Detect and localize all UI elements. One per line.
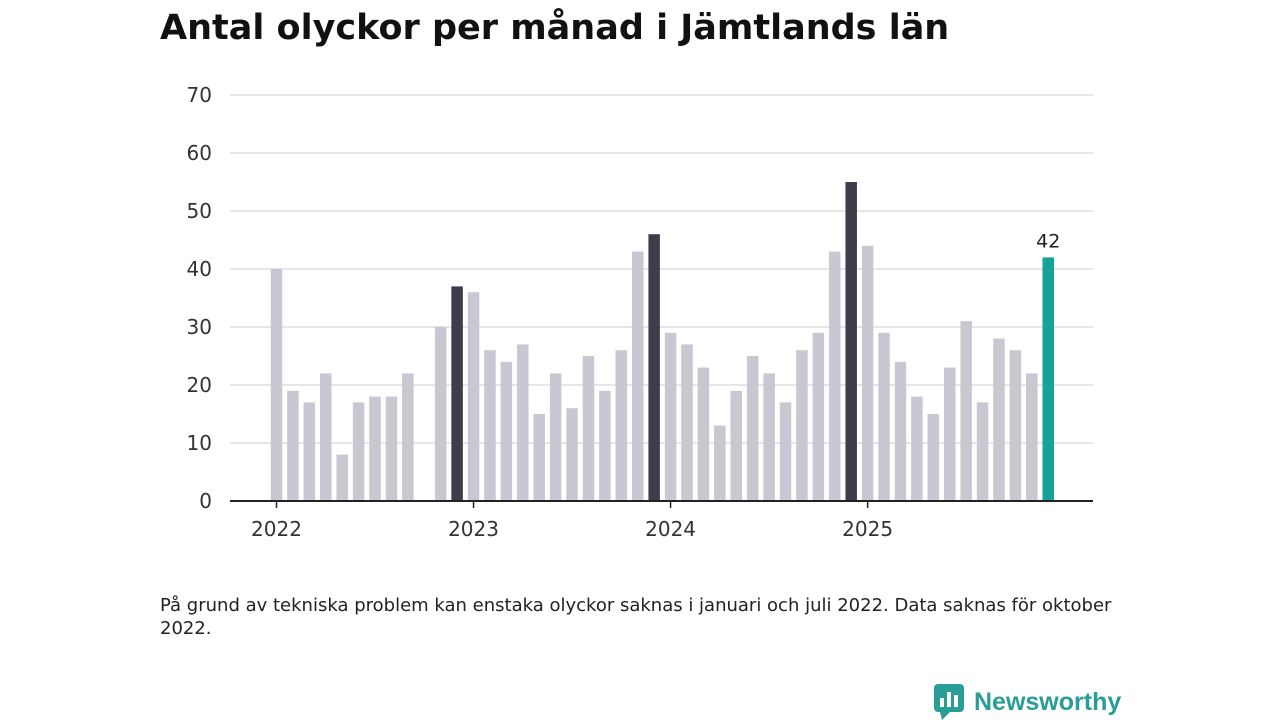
bar-2022-04 [320, 373, 332, 501]
newsworthy-logo-icon [934, 684, 964, 720]
bar-2025-06 [943, 367, 956, 501]
bar-2022-02 [287, 390, 299, 501]
bar-2024-09 [796, 350, 808, 501]
bar-2025-02 [878, 332, 890, 501]
bar-2022-12 [451, 286, 463, 501]
bar-2023-08 [582, 356, 595, 501]
bar-2024-07 [763, 373, 775, 501]
bar-2025-09 [993, 338, 1005, 501]
chart-footnote: På grund av tekniska problem kan enstaka… [160, 595, 1112, 639]
bar-2023-03 [500, 361, 513, 501]
brand-name: Newsworthy [974, 687, 1122, 716]
y-tick-label-60: 60 [187, 141, 212, 165]
bar-2025-10 [1009, 350, 1022, 501]
x-tick-label-2023: 2023 [448, 517, 499, 541]
bar-2024-11 [829, 251, 841, 501]
bar-2023-01 [467, 292, 480, 501]
data-label-2025-12: 42 [1036, 230, 1060, 252]
y-tick-label-70: 70 [187, 83, 212, 107]
bar-2022-08 [385, 396, 398, 501]
bar-2024-08 [779, 402, 792, 501]
bar-2025-11 [1026, 373, 1038, 501]
bar-2023-10 [615, 350, 628, 501]
x-tick-label-2022: 2022 [251, 517, 302, 541]
bar-2023-11 [631, 251, 644, 501]
bar-2022-03 [303, 402, 316, 501]
bar-2023-07 [566, 408, 578, 501]
bar-2025-07 [960, 321, 972, 501]
bar-2023-09 [599, 390, 611, 501]
x-tick-label-2024: 2024 [645, 517, 696, 541]
bar-2022-09 [402, 373, 414, 501]
bar-2024-02 [681, 344, 693, 501]
y-tick-label-40: 40 [187, 257, 212, 281]
bar-2024-10 [812, 332, 825, 501]
bar-2022-05 [336, 454, 348, 501]
y-tick-label-30: 30 [187, 315, 212, 339]
bar-2022-11 [434, 327, 447, 501]
bar-2023-04 [517, 344, 529, 501]
bar-2022-06 [352, 402, 365, 501]
y-tick-label-10: 10 [187, 431, 212, 455]
y-tick-label-50: 50 [187, 199, 212, 223]
bar-2025-08 [976, 402, 989, 501]
bar-2024-01 [664, 332, 677, 501]
chart-title: Antal olyckor per månad i Jämtlands län [160, 8, 950, 48]
bar-2022-01 [270, 269, 283, 501]
bar-2023-12 [648, 234, 660, 501]
bar-2025-01 [861, 245, 874, 501]
brand-logo: Newsworthy [934, 684, 1121, 720]
bar-2025-03 [894, 361, 907, 501]
x-tick-label-2025: 2025 [842, 517, 893, 541]
bar-2023-02 [484, 350, 496, 501]
bar-2023-05 [533, 414, 545, 501]
y-tick-label-20: 20 [187, 373, 212, 397]
bar-2025-04 [911, 396, 923, 501]
bar-2024-04 [714, 425, 726, 501]
y-tick-label-0: 0 [199, 489, 212, 513]
bar-2024-03 [697, 367, 710, 501]
bar-2024-05 [730, 390, 743, 501]
bar-2025-05 [927, 414, 940, 501]
bar-2023-06 [549, 373, 562, 501]
bar-2024-12 [845, 182, 857, 501]
bar-2025-12 [1042, 257, 1054, 501]
bar-2022-07 [369, 396, 381, 501]
bar-chart: 0 10 20 30 40 50 60 70 42 2022 2023 2024 2025 [187, 83, 1093, 541]
bar-2024-06 [746, 356, 759, 501]
